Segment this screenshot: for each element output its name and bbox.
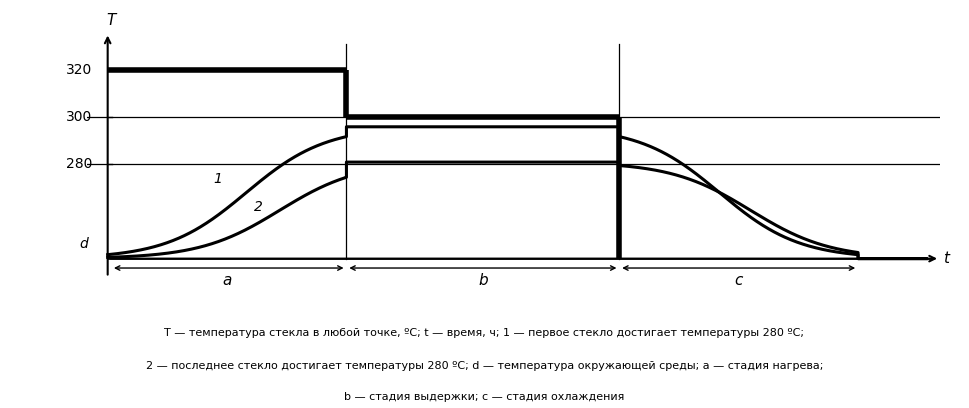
Text: 2 — последнее стекло достигает температуры 280 ºC; d — температура окружающей ср: 2 — последнее стекло достигает температу… — [145, 361, 824, 371]
Text: 280: 280 — [66, 157, 93, 171]
Text: 300: 300 — [67, 111, 93, 124]
Text: b: b — [478, 273, 487, 288]
Text: t: t — [944, 251, 950, 266]
Text: 1: 1 — [213, 172, 222, 186]
Text: T — температура стекла в любой точке, ºC; t — время, ч; 1 — первое стекло достиг: T — температура стекла в любой точке, ºC… — [165, 328, 804, 339]
Text: T: T — [107, 13, 115, 28]
Text: d: d — [79, 237, 88, 251]
Text: b — стадия выдержки; c — стадия охлаждения: b — стадия выдержки; c — стадия охлажден… — [344, 392, 625, 403]
Text: 320: 320 — [67, 63, 93, 77]
Text: 2: 2 — [254, 200, 264, 214]
Text: c: c — [735, 273, 743, 288]
Text: a: a — [222, 273, 232, 288]
